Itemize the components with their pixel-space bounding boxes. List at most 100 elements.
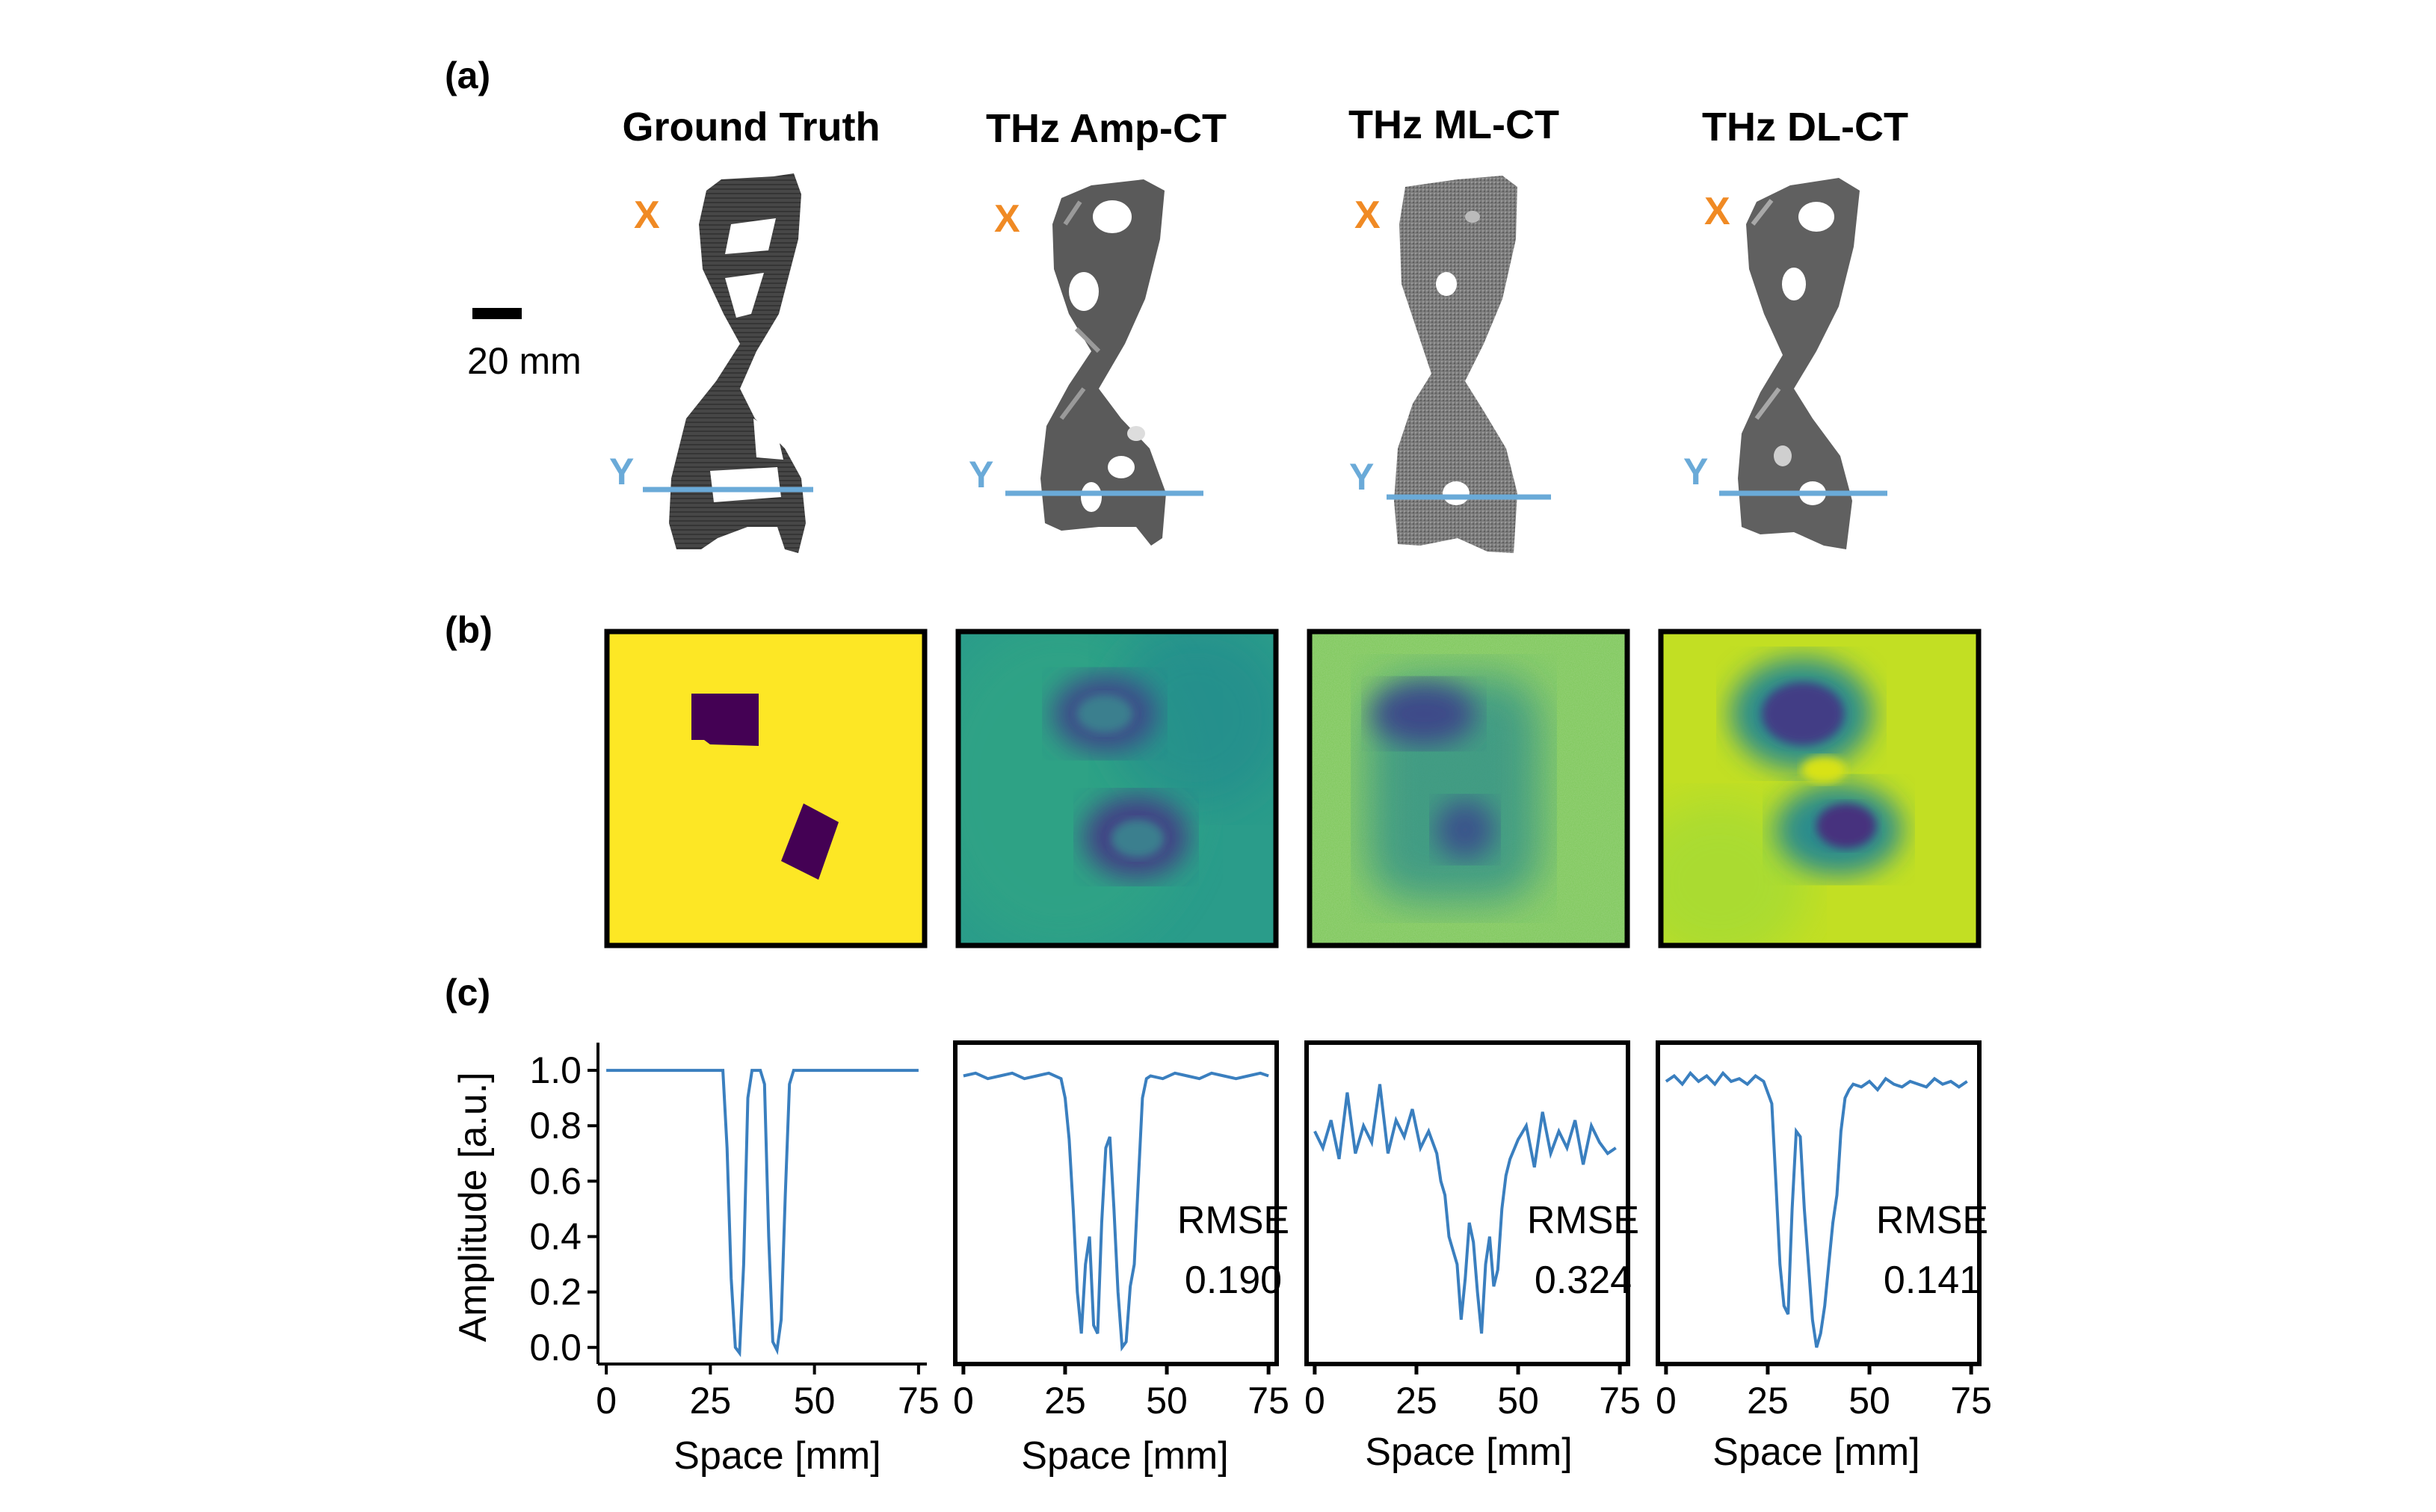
- rmse-value: 0.190: [1185, 1259, 1282, 1302]
- x-axis-title: Space [mm]: [1021, 1434, 1228, 1478]
- x-marker-amp-ct: X: [994, 197, 1020, 241]
- x-marker-ml-ct: X: [1354, 194, 1381, 237]
- cross-section-frame: [1658, 629, 1982, 948]
- profile-line: [1665, 1070, 1968, 1348]
- x-tick-label: 75: [1599, 1380, 1641, 1422]
- x-axis-title: Space [mm]: [1365, 1431, 1572, 1474]
- helix-hole: [1443, 481, 1470, 505]
- rmse-label: RMSE: [1177, 1199, 1289, 1242]
- plot-dl-ct: 0 25 50 75 RMSE 0.141 Space [mm]: [1656, 1040, 1992, 1474]
- y-ticks: 0.0 0.2 0.4 0.6 0.8 1.0: [529, 1049, 598, 1368]
- plot-frame: [1304, 1040, 1630, 1366]
- y-tick-label: 0.2: [529, 1271, 582, 1313]
- scale-bar-label: 20 mm: [467, 340, 582, 382]
- helix-hole: [1436, 272, 1457, 296]
- blob-core: [1816, 803, 1876, 848]
- x-ticks: 0 25 50 75: [1656, 1364, 1992, 1422]
- helix-shape-amp-ct: [1040, 179, 1166, 546]
- x-tick-label: 25: [1396, 1380, 1437, 1422]
- helix-hole: [1798, 202, 1834, 232]
- x-tick-label: 0: [1656, 1380, 1677, 1422]
- render-amp-ct: [1040, 179, 1166, 546]
- panel-label-c: (c): [445, 972, 490, 1013]
- x-tick-label: 50: [794, 1380, 836, 1422]
- helix-hole: [1069, 272, 1099, 311]
- profile-line: [606, 1069, 919, 1357]
- x-tick-label: 50: [1146, 1380, 1188, 1422]
- y-tick-label: 1.0: [529, 1049, 582, 1091]
- plot-amp-ct: 0 25 50 75 RMSE 0.190 Space [mm]: [953, 1040, 1289, 1478]
- helix-hole: [725, 218, 776, 254]
- x-tick-label: 75: [898, 1380, 940, 1422]
- x-axis-title: Space [mm]: [1712, 1431, 1919, 1474]
- helix-hole: [1108, 456, 1135, 478]
- y-marker-ground-truth: Y: [609, 451, 634, 493]
- helix-shape-dl-ct: [1738, 178, 1860, 549]
- rmse-value: 0.141: [1884, 1259, 1981, 1302]
- y-marker-amp-ct: Y: [969, 454, 993, 496]
- x-ticks: 0 25 50 75: [596, 1364, 940, 1422]
- helix-hole: [1465, 211, 1480, 223]
- panel-label-a: (a): [445, 55, 490, 96]
- y-marker-dl-ct: Y: [1683, 451, 1708, 493]
- rmse-value: 0.324: [1535, 1259, 1632, 1302]
- cross-section-bg: [607, 632, 925, 945]
- helix-highlight: [1751, 199, 1781, 420]
- x-ticks: 0 25 50 75: [953, 1364, 1289, 1422]
- cross-section-frame: [604, 629, 928, 948]
- rmse-label: RMSE: [1876, 1199, 1988, 1242]
- plot-frame: [953, 1040, 1279, 1366]
- column-title-amp-ct: THz Amp-CT: [986, 106, 1227, 151]
- column-title-ml-ct: THz ML-CT: [1348, 102, 1559, 147]
- ring-core: [1111, 819, 1165, 858]
- field-glow: [1661, 800, 1809, 945]
- x-ticks: 0 25 50 75: [1304, 1364, 1641, 1422]
- y-marker-ml-ct: Y: [1349, 456, 1374, 498]
- scale-bar: [472, 308, 522, 319]
- panel-label-b: (b): [445, 609, 493, 651]
- helix-hole: [1081, 482, 1102, 512]
- x-tick-label: 50: [1848, 1380, 1890, 1422]
- helix-hole: [1774, 445, 1792, 466]
- object-square-top: [691, 694, 759, 746]
- cross-section-frame: [955, 629, 1279, 948]
- profile-line: [1313, 1084, 1617, 1334]
- x-tick-label: 0: [1304, 1380, 1325, 1422]
- helix-hole: [710, 467, 781, 502]
- helix-hole: [1127, 426, 1145, 441]
- helix-hole: [1093, 200, 1132, 233]
- cross-section-frame: [1307, 629, 1630, 948]
- column-title-ground-truth: Ground Truth: [623, 105, 881, 149]
- dark-spot: [1372, 682, 1476, 745]
- plot-ml-ct: 0 25 50 75 RMSE 0.324 Space [mm]: [1304, 1040, 1641, 1474]
- cross-section-ground-truth: [604, 629, 928, 948]
- y-tick-label: 0.6: [529, 1160, 582, 1202]
- helix-highlight: [1059, 200, 1101, 420]
- plot-ground-truth: 0.0 0.2 0.4 0.6 0.8 1.0 0 25 50 75 Space [mm]: [529, 1043, 940, 1478]
- ring-core: [1076, 694, 1133, 733]
- column-title-dl-ct: THz DL-CT: [1702, 105, 1908, 149]
- object-square-bottom: [781, 803, 839, 880]
- cross-section-dl-ct: [1658, 629, 1982, 948]
- helix-hole: [753, 419, 783, 460]
- x-tick-label: 25: [1044, 1380, 1086, 1422]
- render-dl-ct: [1738, 178, 1860, 549]
- y-tick-label: 0.0: [529, 1327, 582, 1368]
- x-tick-label: 0: [953, 1380, 974, 1422]
- helix-hole: [1782, 268, 1806, 300]
- profile-line: [963, 1071, 1269, 1352]
- cross-section-ml-ct: [1307, 629, 1630, 948]
- render-ml-ct: [1394, 176, 1517, 553]
- render-ground-truth: [669, 173, 806, 553]
- blob-core: [1762, 682, 1844, 745]
- helix-hole: [725, 273, 764, 318]
- x-tick-label: 25: [690, 1380, 732, 1422]
- field-dark: [1106, 632, 1276, 807]
- y-axis-title: Amplitude [a.u.]: [451, 1072, 495, 1342]
- x-tick-label: 75: [1950, 1380, 1992, 1422]
- cross-section-amp-ct: [955, 629, 1279, 948]
- x-tick-label: 0: [596, 1380, 617, 1422]
- helix-shape-ml-ct: [1394, 176, 1517, 553]
- dark-spot: [1435, 800, 1495, 860]
